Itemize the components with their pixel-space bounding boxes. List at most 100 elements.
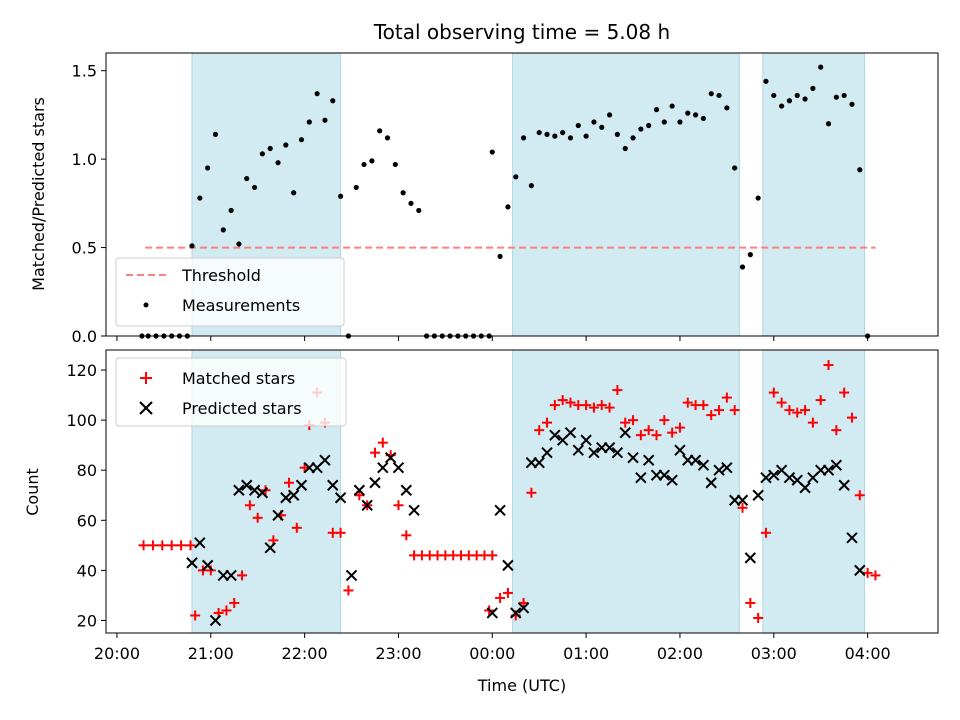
predicted-star-point: [533, 456, 545, 469]
y-tick-label: 80: [77, 461, 97, 480]
measurement-point: [747, 252, 753, 258]
y-tick-label: 120: [66, 361, 97, 380]
y-tick-label: 60: [77, 511, 97, 530]
predicted-star-point: [233, 484, 245, 496]
matched-star-point: [768, 387, 779, 398]
predicted-star-point: [619, 426, 631, 439]
x-tick-label: 02:00: [657, 644, 703, 663]
measurement-point: [771, 92, 777, 99]
matched-star-point: [343, 585, 354, 596]
measurement-point: [653, 107, 660, 113]
measurement-point: [567, 135, 574, 141]
measurement-point: [544, 131, 550, 137]
measurement-point: [614, 131, 620, 137]
predicted-star-point: [721, 462, 733, 474]
matched-star-point: [534, 425, 545, 436]
predicted-star-point: [400, 484, 412, 496]
measurement-point: [630, 135, 636, 141]
measurement-point: [489, 149, 495, 155]
matched-star-point: [157, 540, 168, 551]
legend-predicted-marker: [139, 401, 153, 415]
predicted-star-point: [588, 446, 600, 459]
predicted-star-point: [642, 454, 655, 466]
count-legend: Matched stars Predicted stars: [115, 357, 347, 427]
predicted-star-point: [384, 451, 397, 464]
measurement-point: [505, 204, 511, 210]
measurement-point: [330, 98, 336, 104]
matched-star-point: [138, 540, 149, 551]
measurement-point: [700, 115, 707, 122]
measurement-point: [322, 117, 328, 123]
measurement-point: [716, 92, 722, 99]
measurement-point: [552, 133, 558, 139]
matched-star-point: [839, 387, 850, 398]
matched-star-point: [335, 527, 346, 538]
x-tick-label: 04:00: [845, 644, 891, 663]
measurement-point: [267, 145, 273, 152]
matched-star-point: [815, 395, 826, 406]
y-tick-label: 0.5: [72, 239, 97, 258]
predicted-star-point: [799, 482, 811, 494]
measurement-point: [337, 193, 344, 199]
measurement-point: [661, 119, 667, 125]
chart-title: Total observing time = 5.08 h: [373, 20, 670, 44]
measurement-point: [732, 165, 738, 171]
y-tick-label: 20: [77, 611, 97, 630]
matched-star-point: [283, 477, 294, 488]
predicted-star-point: [241, 479, 253, 491]
predicted-star-point: [408, 504, 420, 516]
predicted-star-point: [369, 477, 381, 489]
y-tick-label: 1.0: [72, 150, 97, 169]
matched-star-point: [831, 425, 842, 436]
predicted-star-point: [209, 614, 222, 627]
matched-star-point: [792, 407, 803, 418]
matched-star-point: [659, 415, 670, 426]
predicted-star-point: [287, 489, 300, 501]
predicted-star-point: [564, 426, 577, 439]
predicted-star-point: [272, 509, 284, 521]
matched-star-point: [487, 550, 498, 561]
measurement-point: [669, 103, 675, 109]
measurement-point: [755, 195, 761, 201]
measurement-point: [306, 119, 312, 125]
measurement-point: [205, 165, 211, 171]
predicted-star-point: [689, 454, 702, 466]
measurement-point: [408, 200, 414, 206]
matched-star-point: [776, 397, 787, 408]
legend-matched-marker: [140, 372, 152, 384]
matched-star-point: [737, 502, 748, 513]
predicted-star-point: [510, 607, 522, 619]
matched-star-point: [229, 597, 240, 608]
measurement-point: [377, 128, 383, 134]
measurement-point: [677, 119, 683, 125]
measurement-point: [189, 243, 195, 249]
measurement-point: [833, 94, 839, 100]
matched-star-point: [237, 570, 248, 581]
matched-star-point: [760, 527, 771, 538]
predicted-star-point: [760, 472, 772, 484]
predicted-star-point: [345, 569, 358, 582]
measurement-point: [849, 101, 855, 107]
matched-star-point: [176, 540, 187, 551]
predicted-star-point: [327, 479, 339, 491]
predicted-star-point: [635, 472, 647, 484]
predicted-star-point: [502, 559, 514, 572]
matched-star-point: [244, 500, 255, 511]
measurement-point: [638, 126, 644, 132]
matched-star-point: [604, 402, 615, 413]
predicted-star-point: [705, 477, 717, 489]
matched-star-point: [635, 430, 646, 441]
predicted-star-point: [353, 484, 366, 496]
predicted-star-point: [517, 602, 530, 614]
matched-star-point: [526, 487, 537, 498]
legend-measurements-label: Measurements: [182, 296, 300, 315]
matched-star-point: [721, 392, 732, 403]
matched-star-point: [166, 540, 177, 551]
legend-matched-label: Matched stars: [182, 369, 295, 388]
predicted-star-point: [486, 607, 498, 619]
matched-star-point: [596, 400, 607, 411]
predicted-star-point: [334, 492, 347, 504]
matched-star-point: [807, 417, 818, 428]
measurement-point: [353, 184, 359, 191]
matched-star-point: [581, 400, 592, 411]
